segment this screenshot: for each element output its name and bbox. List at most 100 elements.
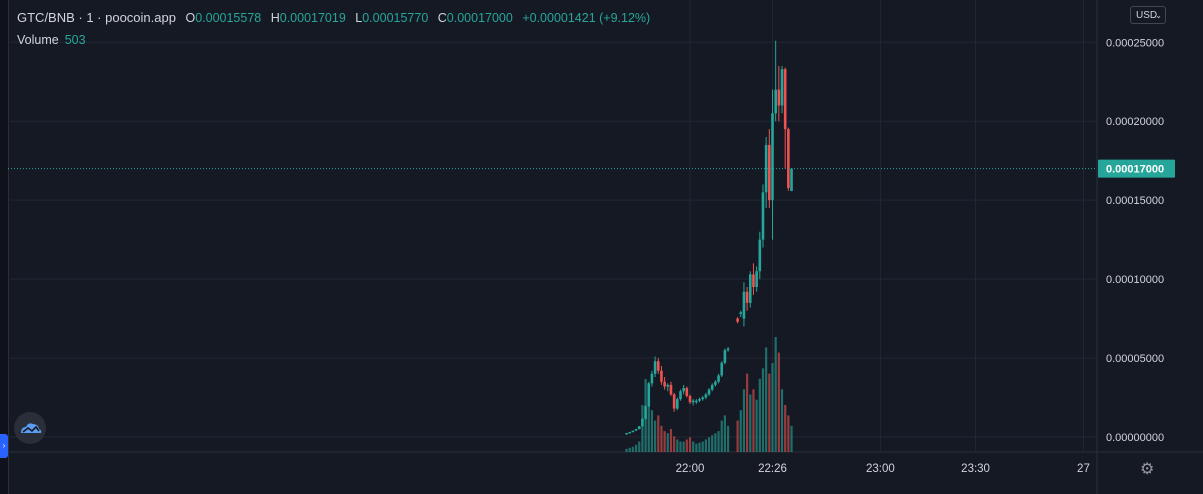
change-value: +0.00001421 (+9.12%) xyxy=(522,11,651,25)
volume-bar xyxy=(758,378,761,452)
volume-bar xyxy=(765,347,768,452)
close-value: 0.00017000 xyxy=(446,11,513,25)
volume-bar xyxy=(682,441,685,452)
volume-bar xyxy=(717,431,720,452)
candle-body xyxy=(691,400,695,403)
candle-body xyxy=(787,129,790,189)
candle-body xyxy=(656,361,660,371)
volume-bar xyxy=(695,443,698,452)
x-tick-label: 27 xyxy=(1077,463,1090,475)
x-tick-label: 22:00 xyxy=(676,463,705,475)
candle-body xyxy=(764,144,768,193)
candle-body xyxy=(704,394,708,398)
volume-bar xyxy=(638,441,641,452)
candle-body xyxy=(717,375,720,382)
candle-body xyxy=(742,291,746,319)
volume-bar xyxy=(704,439,707,452)
volume-bar xyxy=(660,425,663,452)
volume-bar xyxy=(653,420,657,452)
volume-bar xyxy=(777,352,780,452)
candle-body xyxy=(669,384,673,395)
x-tick-label: 23:30 xyxy=(961,463,990,475)
volume-bar xyxy=(625,448,628,452)
volume-bar xyxy=(780,389,784,452)
high-label: H xyxy=(270,11,280,25)
candle-body xyxy=(695,400,698,403)
volume-bar xyxy=(663,431,666,452)
candle-body xyxy=(672,394,676,409)
candle-body xyxy=(783,69,787,130)
candle-body xyxy=(736,318,739,322)
chevron-right-icon[interactable]: › xyxy=(0,434,8,458)
candle-body xyxy=(625,433,628,435)
candle-body xyxy=(761,192,765,240)
volume-bar xyxy=(698,442,701,452)
volume-bar xyxy=(688,437,692,452)
candle-body xyxy=(641,418,644,427)
candle-body xyxy=(771,113,774,201)
volume-bar xyxy=(736,420,739,452)
y-tick-label: 0.00005000 xyxy=(1106,353,1164,365)
currency-label: USD xyxy=(1136,10,1158,21)
low-value: 0.00015770 xyxy=(362,11,429,25)
volume-bar xyxy=(711,435,714,452)
candle-body xyxy=(707,389,711,395)
candle-body xyxy=(628,431,632,434)
volume-bar xyxy=(679,441,682,452)
volume-bar xyxy=(685,439,688,452)
volume-bar xyxy=(669,429,673,452)
candle-body xyxy=(634,429,638,431)
volume-bar xyxy=(771,363,774,452)
volume-bar xyxy=(761,368,765,452)
candle-body xyxy=(685,388,689,396)
open-label: O xyxy=(185,11,196,25)
candle-body xyxy=(739,312,743,314)
volume-bar xyxy=(673,436,676,452)
volume-label: Volume xyxy=(17,33,59,47)
volume-bar xyxy=(634,444,638,452)
y-tick-label: 0.00020000 xyxy=(1106,116,1164,128)
candle-body xyxy=(748,274,752,303)
cloud-logo-icon[interactable] xyxy=(14,412,46,444)
volume-bar xyxy=(755,399,758,452)
candle-body xyxy=(726,348,730,351)
candle-body xyxy=(650,373,654,384)
candle-body xyxy=(774,89,777,114)
chevron-down-icon: ⌄ xyxy=(1155,11,1162,20)
gear-icon[interactable]: ⚙ xyxy=(1140,461,1155,478)
volume-bar xyxy=(647,394,650,452)
candle-body xyxy=(790,168,793,192)
y-tick-label: 0.00025000 xyxy=(1106,37,1164,49)
volume-bar xyxy=(701,441,704,452)
volume-bar xyxy=(657,415,660,452)
candle-body xyxy=(631,430,635,433)
candle-body xyxy=(637,426,641,430)
volume-bar xyxy=(784,404,787,452)
candle-body xyxy=(666,384,670,387)
candle-body xyxy=(768,144,771,201)
candle-body xyxy=(653,361,657,374)
volume-bar xyxy=(628,447,631,452)
volume-bar xyxy=(650,410,654,452)
candle-body xyxy=(710,384,714,390)
candle-body xyxy=(720,362,724,376)
volume-bar xyxy=(768,373,771,452)
high-value: 0.00017019 xyxy=(279,11,346,25)
candle-body xyxy=(682,388,685,392)
volume-bar xyxy=(641,404,644,452)
volume-bar xyxy=(739,410,742,452)
ohlc-legend: GTC/BNB · 1 · poocoin.app O0.00015578 H0… xyxy=(17,10,650,25)
volume-bar xyxy=(774,337,777,452)
volume-bar xyxy=(631,446,634,452)
volume-bar xyxy=(692,441,695,452)
volume-bar xyxy=(666,433,669,452)
candle-body xyxy=(688,395,692,403)
candle-body xyxy=(698,399,701,401)
volume-bar xyxy=(752,389,755,452)
candle-body xyxy=(676,399,679,409)
volume-bar xyxy=(714,433,717,452)
last-price-label: 0.00017000 xyxy=(1106,164,1164,176)
candle-body xyxy=(701,397,704,400)
currency-select[interactable]: USD ⌄ xyxy=(1130,6,1166,24)
